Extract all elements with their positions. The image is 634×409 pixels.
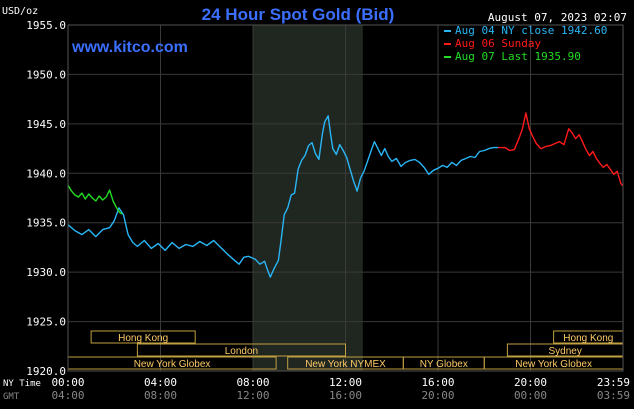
series-line [498,112,624,187]
market-hours-highlight [253,25,363,371]
x-tick-label-gmt: 00:00 [514,389,547,402]
session-bar [136,343,346,357]
x-tick-label-gmt: 08:00 [144,389,177,402]
ny-time-row-label: NY Time [3,379,41,389]
gmt-row-label: GMT [3,392,20,402]
date-time-label: August 07, 2023 02:07 [488,11,627,24]
x-tick-label-ny: 20:00 [514,376,547,389]
y-tick-label: 1945.0 [26,118,66,131]
legend-label: Aug 07 Last 1935.90 [455,50,581,63]
trading-sessions: Hong Kong London New York Globex New York N… [67,330,624,370]
y-tick-label: 1920.0 [26,365,66,378]
series-line [67,115,499,278]
y-tick-label: 1925.0 [26,316,66,329]
chart-title: 24 Hour Spot Gold (Bid) [202,5,395,24]
legend-label: Aug 06 Sunday [455,37,541,50]
x-tick-label-ny: 08:00 [236,376,269,389]
plot-frame [67,24,624,372]
session-label: London [225,346,258,357]
y-tick-label: 1935.0 [26,217,66,230]
session-label: NY Globex [420,359,468,370]
x-tick-label-gmt: 20:00 [421,389,454,402]
x-tick-label-ny: 04:00 [144,376,177,389]
x-tick-label-ny: 16:00 [421,376,454,389]
y-axis-ticks: 1920.0 1925.0 1930.0 1935.0 1940.0 1945.0 1950… [26,19,66,378]
session-label: New York Globex [515,359,592,370]
x-tick-label-gmt: 04:00 [51,389,84,402]
y-tick-label: 1950.0 [26,68,66,81]
session-label: New York Globex [134,359,211,370]
x-tick-label-gmt: 12:00 [236,389,269,402]
session-label: Hong Kong [118,333,168,344]
session-label: New York NYMEX [305,359,386,370]
watermark-url: www.kitco.com [71,39,188,56]
x-axis-ticks: 00:0004:0004:0008:0008:0012:0012:0016:00… [51,376,630,402]
x-tick-label-ny: 12:00 [329,376,362,389]
y-tick-label: 1940.0 [26,167,66,180]
session-label: Hong Kong [563,333,613,344]
x-tick-label-ny: 00:00 [51,376,84,389]
x-tick-label-ny: 23:59 [597,376,630,389]
price-series [67,112,624,278]
legend-label: Aug 04 NY close 1942.60 [455,24,607,37]
x-tick-label-gmt: 03:59 [597,389,630,402]
x-tick-label-gmt: 16:00 [329,389,362,402]
session-label: Sydney [549,346,582,357]
y-tick-label: 1930.0 [26,266,66,279]
y-tick-label: 1955.0 [26,19,66,32]
unit-label: USD/oz [2,6,38,17]
series-line [67,184,123,215]
session-bar [90,330,196,344]
